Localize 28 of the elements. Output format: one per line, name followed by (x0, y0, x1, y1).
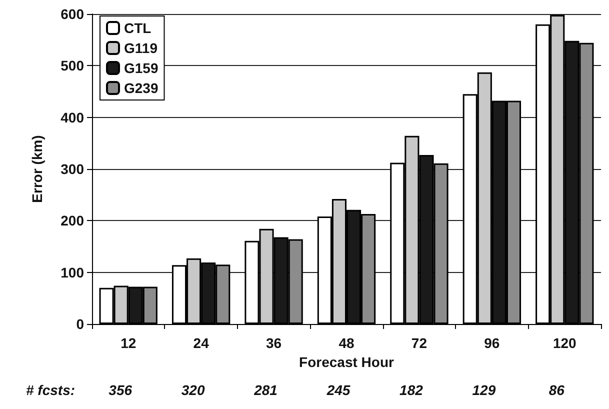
y-tick-label: 300 (60, 161, 84, 177)
x-tick-label: 48 (338, 335, 354, 351)
text: 320 (181, 382, 205, 398)
y-tick-label: 400 (60, 109, 84, 126)
y-tick-label: 600 (60, 6, 84, 22)
text: 281 (253, 382, 278, 398)
text: # fcsts: (26, 382, 76, 398)
y-axis-title: Error (km) (29, 135, 45, 203)
legend-label: G239 (124, 80, 158, 96)
x-tick-label: 120 (552, 335, 577, 351)
y-tick-label: 100 (60, 264, 84, 280)
text: 356 (108, 382, 132, 398)
x-tick-label: 96 (484, 335, 500, 351)
legend-label: G159 (124, 60, 158, 76)
legend-label: G119 (124, 40, 158, 56)
x-tick-label: 12 (120, 335, 136, 351)
y-tick-label: 0 (76, 316, 84, 332)
y-tick-label: 500 (60, 58, 84, 74)
y-tick-label: 200 (60, 212, 84, 229)
text: 245 (326, 382, 350, 398)
text: 86 (548, 382, 565, 398)
text: 129 (472, 382, 496, 398)
x-tick-label: 24 (193, 335, 210, 351)
text: 182 (400, 382, 424, 398)
x-tick-label: 72 (411, 335, 428, 351)
x-tick-label: 36 (266, 335, 282, 351)
x-axis-title: Forecast Hour (299, 354, 394, 370)
legend-label: CTL (124, 20, 152, 36)
